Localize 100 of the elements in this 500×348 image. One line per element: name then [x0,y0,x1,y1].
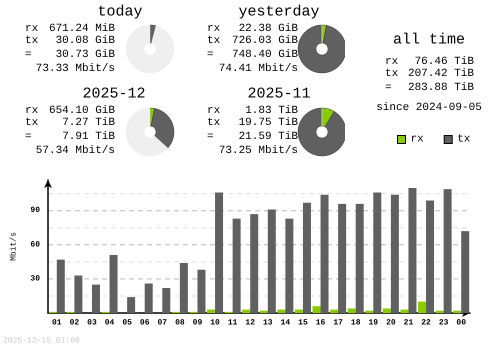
bar [426,200,434,313]
text: 283.88 TiB [408,82,474,94]
text: 7.91 TiB [62,131,116,143]
text: = [207,49,214,61]
y-tick-label: 30 [30,274,40,284]
text: rx [207,105,221,117]
bar [418,302,426,313]
bar [250,214,258,313]
x-tick-label: 03 [87,318,97,328]
x-tick-label: 05 [122,318,132,328]
text: = [385,82,392,94]
text: tx [207,117,221,129]
x-tick-label: 00 [456,318,466,328]
chart-title: 2025-12 [82,86,146,102]
bar [268,210,276,313]
text: 19.75 TiB [238,117,298,129]
x-tick-label: 02 [70,318,80,328]
chart-title: today [97,4,143,20]
legend-label: tx [457,134,471,146]
legend-label: rx [410,134,424,146]
x-tick-label: 14 [280,318,290,328]
text: 21.59 TiB [238,131,298,143]
x-tick-label: 13 [262,318,273,328]
bar [285,218,294,313]
text: 22.38 GiB [238,23,298,35]
x-tick-label: 01 [52,318,62,328]
bar [444,189,452,313]
bar [215,192,224,313]
text: 7.27 TiB [62,117,116,129]
bar [242,310,250,313]
text: = [25,131,32,143]
bar [74,275,82,313]
chart-title: yesterday [238,4,320,20]
x-tick-label: 09 [192,318,202,328]
bar [56,260,65,313]
text: 748.40 GiB [232,49,298,61]
text: rx [25,23,39,35]
bar [207,310,216,313]
text: rx [385,56,399,68]
x-tick-label: 18 [350,318,361,328]
x-tick-label: 07 [157,318,168,328]
chart-title: 2025-11 [247,86,311,102]
x-tick-label: 08 [175,318,185,328]
bar [356,204,364,313]
text: 73.33 Mbit/s [36,63,115,75]
bar [180,262,188,313]
text: tx [25,35,39,47]
text: tx [25,117,39,129]
text: rx [25,105,39,117]
x-tick-label: 12 [245,318,256,328]
x-tick-label: 15 [298,318,308,328]
x-tick-label: 16 [316,318,326,328]
bar [232,218,241,313]
bar [92,284,100,313]
text: 74.41 Mbit/s [218,63,298,75]
text: 671.24 MiB [48,23,116,35]
x-tick-label: 06 [140,318,150,328]
bar [330,310,338,313]
x-tick-label: 22 [421,318,432,328]
text: 76.46 TiB [414,56,474,68]
bar [338,204,346,313]
bar [294,310,303,313]
text: all time [392,32,466,48]
bar [162,288,170,313]
bar [373,192,382,313]
x-tick-label: 04 [104,318,115,328]
bar [408,188,416,313]
text: 30.08 GiB [56,35,116,47]
bar [320,194,329,313]
text: 726.03 GiB [232,35,298,47]
text: 1.83 TiB [245,105,298,117]
x-tick-label: 19 [368,318,378,328]
x-tick-label: 17 [333,318,344,328]
text: = [25,49,32,61]
text: tx [385,68,399,80]
bar [312,306,321,313]
text: 73.25 Mbit/s [218,145,298,157]
text: 654.10 GiB [48,105,116,117]
y-axis-title: Mbit/s [10,232,18,261]
text: since 2024-09-05 [376,102,482,114]
x-tick-label: 20 [386,318,396,328]
bar [302,202,311,313]
bar [127,297,136,313]
text: 207.42 TiB [408,68,474,80]
x-tick-label: 23 [438,318,449,328]
text: rx [207,23,221,35]
bar [197,270,206,313]
x-tick-label: 11 [228,318,238,328]
y-tick-label: 60 [30,240,40,250]
text: = [207,131,214,143]
y-tick-label: 90 [30,206,40,216]
bar [382,308,391,313]
bar [144,283,153,313]
bar [110,255,118,313]
bar [400,310,408,313]
text: tx [207,35,221,47]
bar [277,310,286,313]
bar [348,308,356,313]
bar [390,194,399,313]
text: 30.73 GiB [56,49,116,61]
